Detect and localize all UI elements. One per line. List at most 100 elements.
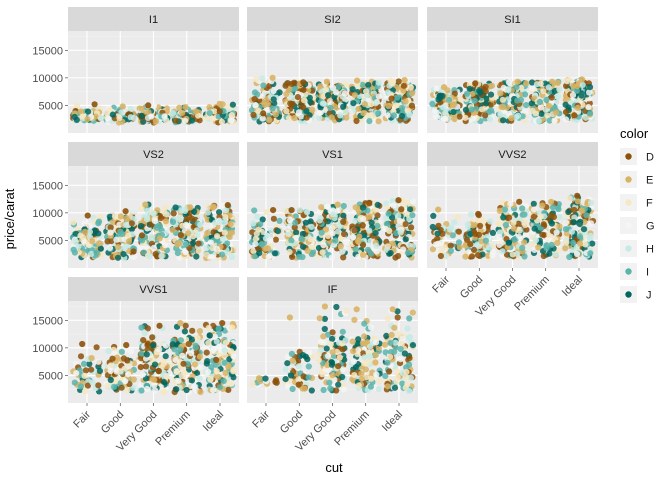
data-point: [291, 115, 298, 122]
data-point: [545, 102, 553, 109]
data-point: [343, 307, 350, 314]
data-point: [360, 241, 367, 249]
data-point: [435, 96, 442, 103]
data-point: [319, 249, 326, 256]
data-point: [106, 244, 113, 251]
data-point: [429, 100, 436, 108]
data-point: [401, 350, 408, 357]
data-point: [216, 218, 223, 225]
data-point: [130, 253, 137, 260]
data-point: [409, 90, 416, 97]
data-point: [316, 114, 323, 122]
x-tick-label: Fair: [250, 408, 272, 430]
data-point: [230, 353, 237, 360]
data-point: [540, 252, 547, 260]
data-point: [109, 218, 116, 225]
data-point: [80, 360, 88, 367]
data-point: [152, 251, 159, 258]
data-point: [179, 352, 186, 359]
data-point: [188, 336, 196, 343]
data-point: [407, 374, 414, 381]
data-point: [456, 95, 463, 102]
data-point: [472, 230, 479, 238]
data-point: [395, 197, 402, 204]
data-point: [223, 207, 230, 214]
data-point: [368, 219, 375, 226]
data-point: [174, 250, 181, 257]
data-point: [387, 340, 394, 347]
data-point: [546, 117, 553, 124]
data-point: [530, 200, 537, 207]
data-point: [71, 249, 78, 256]
data-point: [143, 385, 151, 393]
data-point: [398, 206, 405, 213]
data-point: [329, 230, 336, 237]
data-point: [254, 213, 261, 220]
data-point: [219, 202, 227, 209]
data-point: [384, 112, 391, 119]
data-point: [216, 384, 224, 391]
data-point: [176, 215, 183, 222]
data-point: [271, 250, 278, 257]
data-point: [404, 199, 411, 206]
data-point: [92, 113, 99, 120]
data-point: [152, 118, 159, 125]
data-point: [177, 346, 184, 353]
data-point: [405, 334, 412, 341]
data-point: [337, 235, 345, 242]
data-point: [148, 113, 155, 120]
data-point: [284, 383, 291, 390]
data-point: [162, 242, 169, 249]
data-point: [149, 334, 156, 341]
data-point: [221, 347, 228, 354]
data-point: [228, 348, 235, 355]
data-point: [545, 84, 552, 91]
data-point: [130, 208, 137, 215]
data-point: [169, 226, 176, 234]
legend-key-point: [625, 176, 632, 183]
data-point: [582, 241, 589, 248]
data-point: [366, 213, 373, 220]
data-point: [250, 111, 257, 119]
data-point: [250, 248, 257, 255]
data-point: [304, 209, 311, 216]
data-point: [342, 337, 349, 344]
data-point: [182, 104, 189, 111]
data-point: [295, 109, 303, 116]
data-point: [249, 381, 256, 388]
data-point: [399, 380, 406, 387]
data-point: [390, 112, 397, 119]
data-point: [291, 224, 298, 231]
data-point: [259, 115, 266, 122]
data-point: [373, 242, 380, 249]
data-point: [359, 251, 367, 258]
legend-label: E: [646, 175, 653, 187]
data-point: [451, 219, 458, 226]
data-point: [206, 110, 213, 117]
facet-strip: [427, 7, 598, 31]
data-point: [197, 389, 204, 396]
data-point: [506, 214, 513, 221]
data-point: [544, 112, 551, 119]
data-point: [221, 229, 228, 236]
data-point: [300, 373, 307, 380]
data-point: [113, 236, 120, 243]
data-point: [399, 335, 406, 342]
data-point: [213, 368, 220, 375]
data-point: [180, 360, 187, 367]
data-point: [375, 79, 382, 86]
data-point: [350, 348, 357, 355]
data-point: [252, 235, 259, 242]
data-point: [434, 235, 441, 242]
data-point: [221, 219, 228, 226]
data-point: [430, 212, 437, 219]
data-point: [293, 229, 300, 236]
x-tick-label: Premium: [332, 409, 372, 449]
data-point: [144, 340, 151, 347]
data-point: [85, 108, 92, 115]
data-point: [434, 230, 441, 237]
data-point: [554, 239, 561, 247]
data-point: [516, 198, 523, 205]
